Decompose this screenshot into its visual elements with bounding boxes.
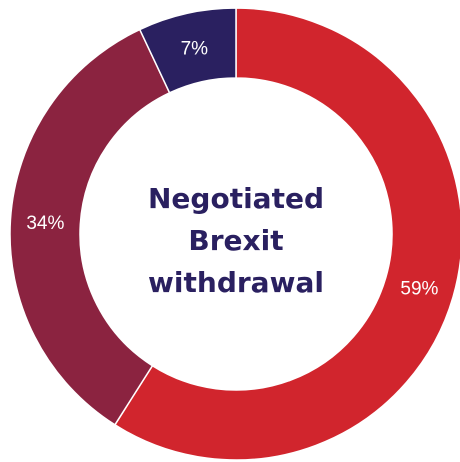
labels-layer: 59% 34% 7%: [26, 39, 438, 300]
center-title-line-1: Negotiated: [148, 182, 324, 215]
center-title-line-3: withdrawal: [148, 266, 324, 299]
donut-slice-1: [9, 28, 171, 426]
slice-data-label-0: 59%: [400, 278, 438, 299]
center-title-line-2: Brexit: [188, 224, 283, 257]
donut-slice-2: [138, 7, 237, 94]
slice-data-label-2: 7%: [181, 39, 209, 60]
slice-data-label-1: 34%: [26, 213, 64, 234]
slices-layer: [9, 7, 460, 461]
donut-slice-0: [113, 7, 460, 461]
